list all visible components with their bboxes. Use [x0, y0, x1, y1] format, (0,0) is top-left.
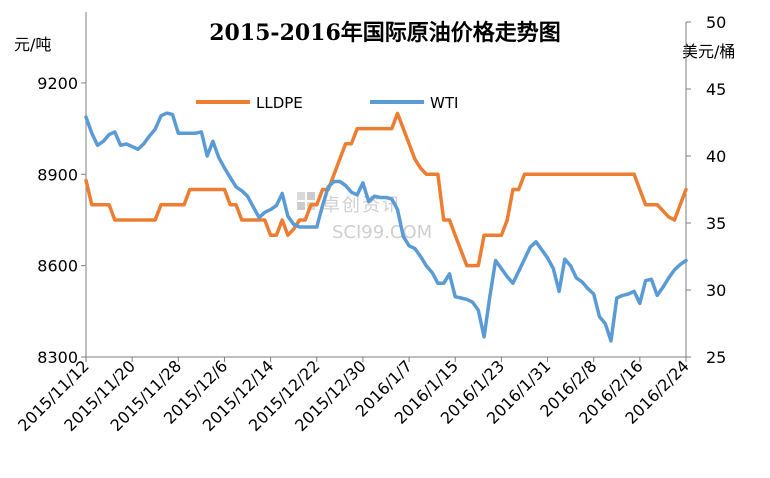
left-axis-tick-label: 8300 [37, 348, 78, 367]
series-line-lldpe [84, 111, 688, 268]
watermark-logo [297, 192, 315, 210]
right-axis-tick-label: 45 [706, 80, 726, 99]
legend-label-wti: WTI [430, 94, 458, 112]
left-axis-tick-label: 8600 [37, 257, 78, 276]
right-axis-unit: 美元/桶 [682, 42, 735, 61]
right-axis-tick-label: 50 [706, 13, 726, 32]
legend-label-lldpe: LLDPE [256, 94, 303, 112]
watermark-text-en: SCI99.COM [332, 222, 432, 243]
right-axis-tick-label: 35 [706, 214, 726, 233]
left-axis-tick-label: 8900 [37, 165, 78, 184]
left-axis-unit: 元/吨 [14, 35, 51, 54]
series-line-wti [84, 111, 688, 343]
right-axis-tick-label: 25 [706, 348, 726, 367]
watermark-text-cn: 卓创资讯 [322, 195, 402, 216]
right-axis-tick-label: 30 [706, 281, 726, 300]
left-axis-tick-label: 9200 [37, 74, 78, 93]
chart-title: 2015-2016年国际原油价格走势图 [209, 20, 561, 46]
right-axis-tick-label: 40 [706, 147, 726, 166]
